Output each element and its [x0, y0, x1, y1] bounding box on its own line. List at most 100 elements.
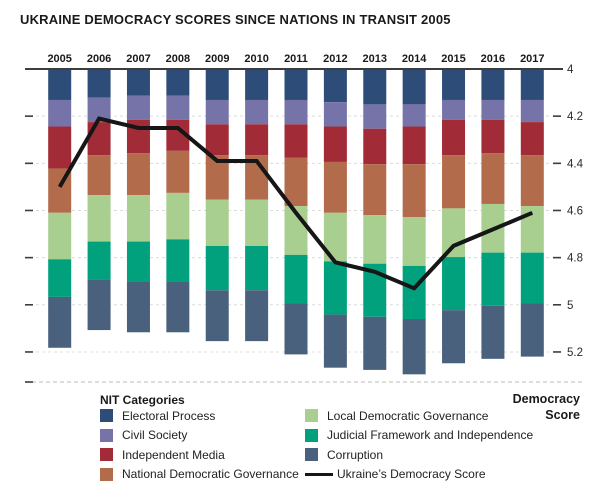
bar-segment-2016: [481, 153, 505, 204]
bar-segment-2016: [481, 119, 505, 154]
bar-segment-2010: [245, 124, 269, 156]
bar-segment-2015: [442, 99, 466, 120]
chart-title: UKRAINE DEMOCRACY SCORES SINCE NATIONS I…: [20, 12, 451, 27]
bar-segment-2012: [323, 261, 347, 315]
bar-segment-2013: [363, 69, 387, 105]
bar-segment-2013: [363, 316, 387, 370]
legend-column-left: Electoral Process Civil Society Independ…: [100, 406, 299, 481]
y-tick-label: 5: [567, 300, 573, 312]
bar-segment-2011: [284, 254, 308, 304]
bar-segment-2009: [205, 99, 229, 125]
legend-header: NIT Categories: [100, 393, 185, 407]
year-label: 2005: [47, 53, 71, 65]
bar-segment-2012: [323, 102, 347, 127]
bar-segment-2007: [126, 153, 150, 196]
bar-segment-2009: [205, 290, 229, 342]
bar-segment-2010: [245, 99, 269, 125]
bar-segment-2012: [323, 126, 347, 162]
legend-item-corruption: Corruption: [305, 445, 533, 465]
democracy-score-line: [57, 116, 534, 291]
bar-segment-2008: [166, 239, 190, 282]
bar-segment-2007: [126, 281, 150, 333]
bar-segment-2017: [520, 252, 544, 304]
legend-label-democracy-score: Ukraine’s Democracy Score: [337, 467, 486, 481]
democracy-score-line-swatch-icon: [305, 472, 333, 476]
legend-column-right: Local Democratic Governance Judicial Fra…: [305, 406, 533, 481]
judicial-framework-swatch-icon: [305, 428, 318, 442]
bar-segment-2013: [363, 263, 387, 317]
bar-segment-2014: [402, 126, 426, 165]
year-label: 2012: [323, 53, 347, 65]
bar-segment-2014: [402, 265, 426, 320]
bar-segment-2017: [520, 206, 544, 253]
legend-label-corruption: Corruption: [327, 447, 384, 462]
y-tick-label: 4.6: [567, 205, 583, 217]
legend-label-electoral-process: Electoral Process: [122, 408, 216, 423]
bar-segment-2016: [481, 305, 505, 359]
year-label: 2008: [166, 53, 190, 65]
civil-society-swatch-icon: [100, 428, 113, 442]
bar-segment-2011: [284, 124, 308, 158]
electoral-process-swatch-icon: [100, 409, 113, 423]
democracy-score-axis-label-line1: Democracy: [512, 392, 580, 406]
bar-segment-2008: [166, 69, 190, 96]
bar-segment-2008: [166, 95, 190, 120]
bar-segment-2011: [284, 157, 308, 207]
bar-segment-2013: [363, 104, 387, 129]
bar-segment-2006: [87, 122, 111, 156]
legend-item-electoral-process: Electoral Process: [100, 406, 299, 426]
year-label: 2006: [87, 53, 111, 65]
legend-item-independent-media: Independent Media: [100, 445, 299, 465]
y-tick-label: 5.2: [567, 347, 583, 359]
legend-item-civil-society: Civil Society: [100, 426, 299, 446]
bar-segment-2014: [402, 164, 426, 218]
bar-segment-2010: [245, 290, 269, 342]
bar-segment-2005: [48, 259, 72, 297]
year-label: 2007: [126, 53, 150, 65]
bar-segment-2005: [48, 99, 72, 127]
bar-segment-2009: [205, 155, 229, 200]
year-label: 2014: [402, 53, 427, 65]
independent-media-swatch-icon: [100, 448, 113, 462]
bar-segment-2006: [87, 195, 111, 242]
bar-segment-2013: [363, 164, 387, 216]
bar-segment-2009: [205, 124, 229, 156]
bar-segment-2009: [205, 246, 229, 291]
bar-segment-2006: [87, 97, 111, 123]
bar-segment-2015: [442, 119, 466, 156]
legend-label-judicial-framework: Judicial Framework and Independence: [327, 428, 534, 443]
bar-segment-2011: [284, 69, 308, 100]
bar-segment-2006: [87, 69, 111, 98]
bar-segment-2008: [166, 281, 190, 333]
bar-segment-2014: [402, 104, 426, 127]
bar-segment-2012: [323, 69, 347, 103]
bar-segment-2014: [402, 217, 426, 266]
year-label: 2015: [441, 53, 465, 65]
bar-segment-2014: [402, 319, 426, 375]
bar-segment-2015: [442, 257, 466, 311]
bar-segment-2017: [520, 69, 544, 100]
year-label: 2013: [363, 53, 387, 65]
bar-segment-2006: [87, 155, 111, 196]
bar-segment-2007: [126, 195, 150, 242]
bar-segment-2005: [48, 212, 72, 260]
bar-segment-2015: [442, 310, 466, 364]
bar-segment-2010: [245, 246, 269, 291]
bar-segment-2008: [166, 150, 190, 193]
bar-segment-2005: [48, 296, 72, 348]
legend-label-national-democratic-governance: National Democratic Governance: [122, 467, 299, 481]
bar-segment-2012: [323, 314, 347, 368]
year-label: 2010: [244, 53, 268, 65]
bar-segment-2007: [126, 69, 150, 96]
bar-segment-2010: [245, 69, 269, 100]
legend-item-national-democratic-governance: National Democratic Governance: [100, 465, 299, 481]
bar-segment-2008: [166, 192, 190, 240]
bar-segment-2009: [205, 199, 229, 246]
bar-segment-2005: [48, 69, 72, 100]
bar-segment-2006: [87, 279, 111, 331]
bar-segment-2007: [126, 95, 150, 120]
year-label: 2009: [205, 53, 229, 65]
local-democratic-governance-swatch-icon: [305, 409, 318, 423]
